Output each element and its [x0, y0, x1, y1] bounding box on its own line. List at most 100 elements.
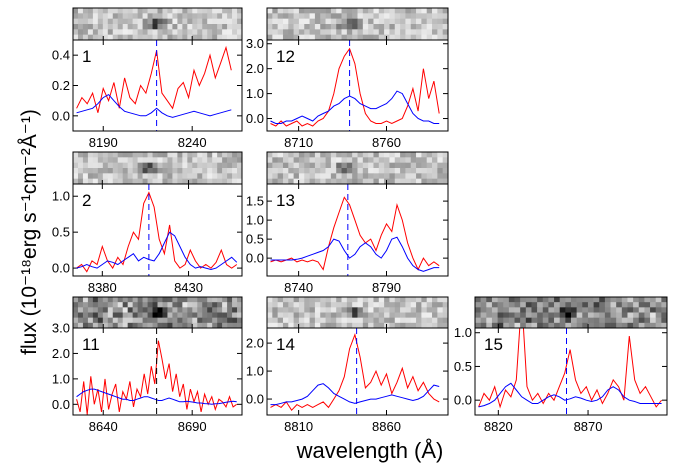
strip-pixel [368, 152, 374, 158]
strip-pixel [137, 34, 143, 41]
strip-pixel [182, 152, 188, 158]
strip-pixel [142, 152, 148, 158]
strip-pixel [410, 157, 417, 163]
strip-pixel [288, 173, 294, 179]
plot-frame [266, 183, 449, 277]
strip-pixel [202, 162, 208, 169]
strip-pixel [272, 8, 278, 14]
strip-pixel [508, 317, 515, 324]
strip-pixel [157, 157, 163, 163]
strip-pixel [304, 157, 310, 163]
strip-pixel [92, 302, 99, 308]
strip-pixel [272, 18, 278, 25]
strip-pixel [217, 152, 223, 158]
strip-pixel [107, 312, 114, 318]
strip-pixel [644, 312, 651, 318]
strip-pixel [341, 29, 348, 35]
strip-pixel [157, 317, 163, 324]
strip-pixel [272, 173, 278, 179]
strip-pixel [117, 157, 124, 163]
strip-pixel [309, 312, 316, 318]
strip-pixel [267, 13, 273, 19]
strip-pixel [405, 178, 412, 185]
strip-pixel [362, 312, 369, 318]
strip-pixel [336, 157, 342, 163]
strip-pixel [442, 173, 449, 179]
strip-pixel [599, 307, 606, 313]
strip-pixel [421, 307, 428, 313]
strip-pixel [525, 297, 532, 303]
strip-pixel [87, 302, 94, 308]
strip-pixel [137, 162, 143, 169]
strip-pixel [520, 322, 527, 329]
strip-pixel [320, 8, 326, 14]
x-tick-label: 8860 [372, 419, 401, 434]
strip-pixel [272, 302, 278, 308]
strip-pixel [368, 13, 374, 19]
strip-pixel [267, 178, 273, 185]
strip-pixel [127, 157, 133, 163]
strip-pixel [182, 18, 188, 25]
strip-pixel [384, 312, 390, 318]
strip-pixel [97, 13, 104, 19]
strip-pixel [661, 317, 668, 324]
strip-pixel [599, 317, 606, 324]
strip-pixel [486, 297, 493, 303]
panel-label: 14 [276, 335, 295, 354]
strip-pixel [197, 157, 203, 163]
strip-pixel [232, 307, 238, 313]
strip-pixel [616, 302, 623, 308]
strip-pixel [410, 307, 417, 313]
strip-pixel [525, 322, 532, 329]
strip-pixel [298, 302, 305, 308]
strip-pixel [378, 168, 385, 174]
strip-pixel [432, 307, 438, 313]
strip-pixel [107, 178, 114, 185]
strip-pixel [593, 317, 600, 324]
strip-pixel [298, 168, 305, 174]
strip-pixel [389, 157, 396, 163]
strip-pixel [314, 152, 321, 158]
strip-pixel [152, 297, 158, 303]
strip-pixel [304, 152, 310, 158]
strip-pixel [576, 322, 583, 329]
strip-pixel [400, 29, 406, 35]
strip-pixel [610, 297, 617, 303]
strip-pixel [102, 302, 109, 308]
strip-pixel [137, 29, 143, 35]
strip-pixel [437, 24, 443, 30]
strip-pixel [525, 317, 532, 324]
strip-pixel [320, 317, 326, 324]
strip-pixel [157, 24, 163, 30]
strip-pixel [77, 13, 84, 19]
plot-frame [72, 183, 243, 277]
strip-pixel [400, 312, 406, 318]
strip-pixel [357, 178, 364, 185]
strip-pixel [384, 29, 390, 35]
strip-pixel [486, 322, 493, 329]
strip-pixel [346, 307, 353, 313]
strip-pixel [346, 8, 353, 14]
strip-pixel [357, 13, 364, 19]
strip-pixel [330, 162, 337, 169]
strip-pixel [77, 8, 84, 14]
strip-pixel [288, 157, 294, 163]
strip-pixel [410, 29, 417, 35]
strip-pixel [341, 168, 348, 174]
strip-pixel [288, 152, 294, 158]
strip-pixel [389, 178, 396, 185]
strip-pixel [202, 34, 208, 41]
strip-pixel [207, 152, 213, 158]
strip-pixel [97, 168, 104, 174]
strip-pixel [187, 322, 193, 329]
strip-pixel [187, 152, 193, 158]
strip-pixel [137, 18, 143, 25]
strip-pixel [537, 317, 544, 324]
strip-pixel [293, 13, 300, 19]
strip-pixel [142, 297, 148, 303]
strip-pixel [112, 168, 119, 174]
strip-pixel [202, 297, 208, 303]
strip-pixel [82, 24, 89, 30]
strip-pixel [282, 29, 289, 35]
strip-pixel [167, 173, 173, 179]
